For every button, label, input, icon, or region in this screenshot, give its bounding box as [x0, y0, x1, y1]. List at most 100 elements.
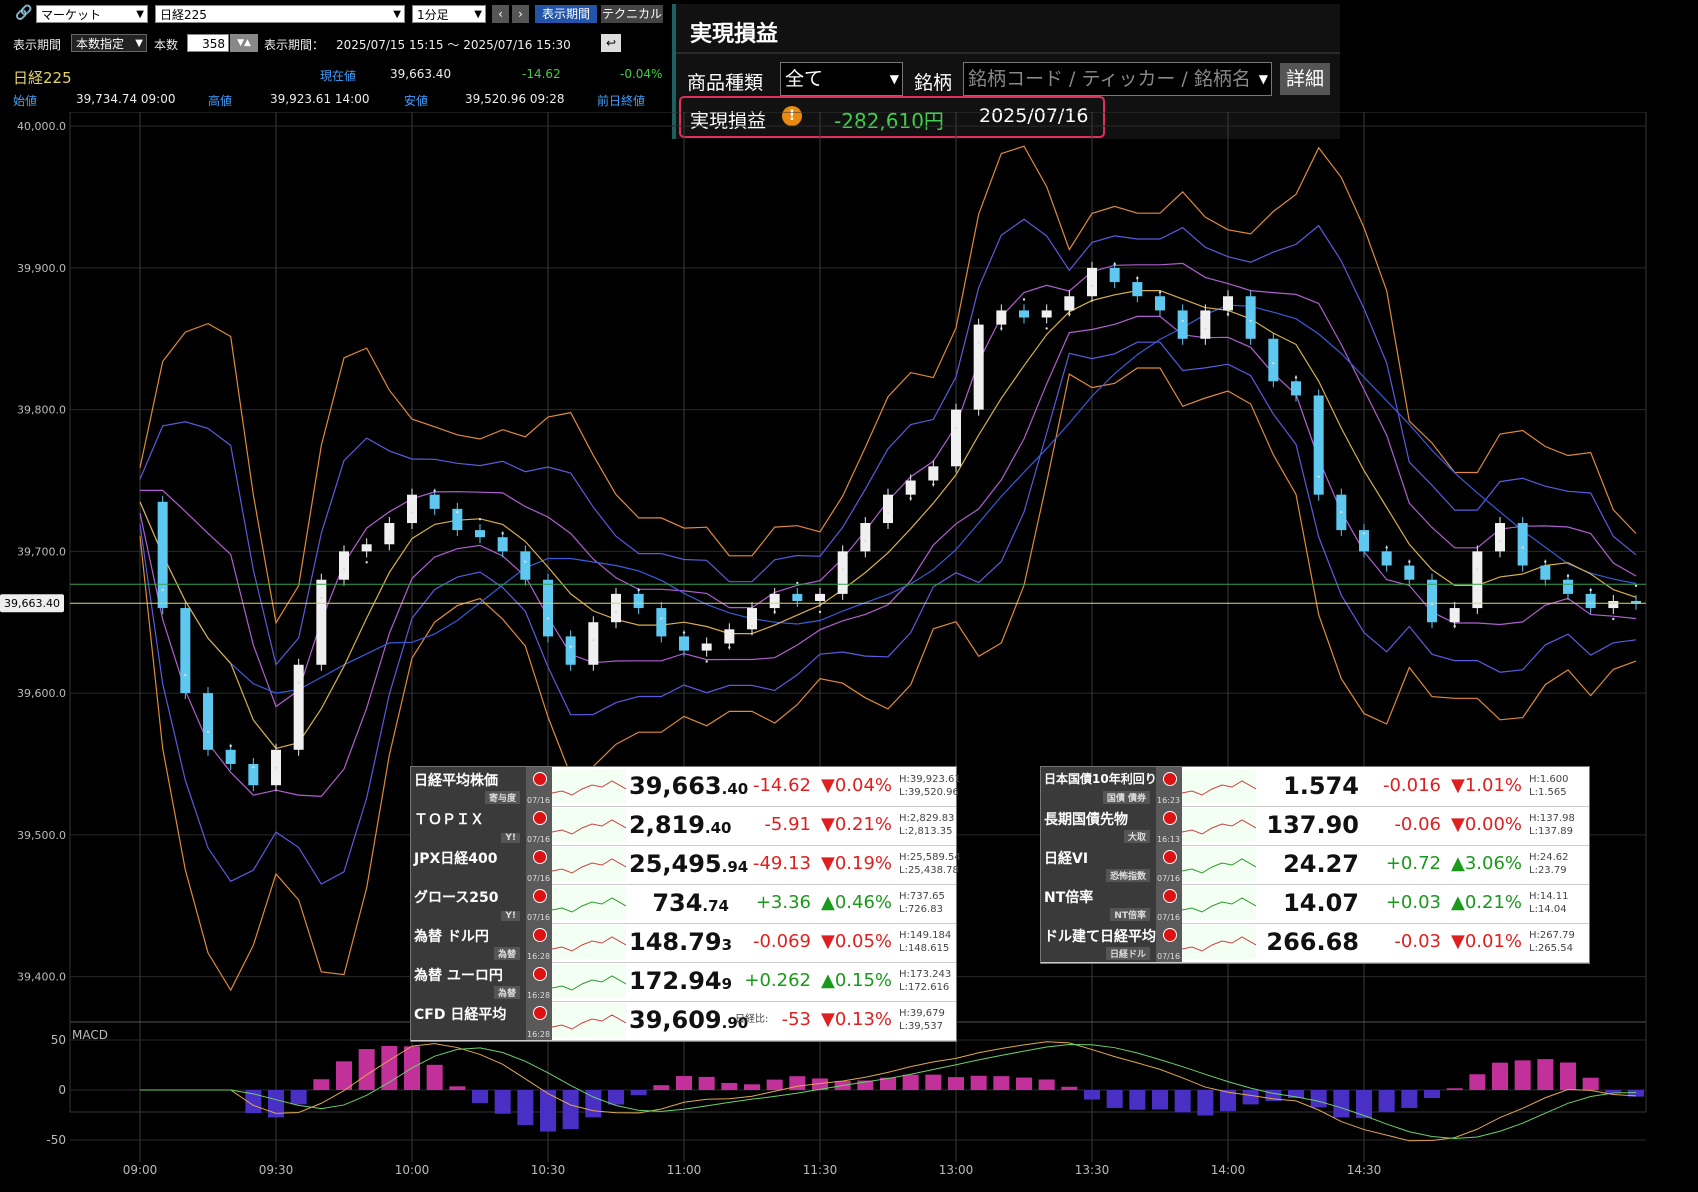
candle-body [588, 622, 599, 665]
candle-body [1155, 296, 1165, 311]
parabolic-sar-dot [410, 511, 414, 514]
parabolic-sar-dot [977, 341, 980, 344]
next-button[interactable]: › [512, 5, 529, 23]
macd-histogram-bar [676, 1076, 692, 1090]
current-price-label: 39,663.40 [4, 597, 60, 610]
price-chart[interactable]: 40,000.0 39,900.0 39,800.0 39,700.0 39,600.0… [0, 112, 1698, 1192]
x-tick-label: 13:00 [939, 1163, 974, 1177]
count-input[interactable]: 358 [187, 34, 229, 52]
market-high-low: H:173.243 L:172.616 [899, 968, 951, 994]
market-price: 2,819.40 [629, 811, 732, 839]
market-select[interactable]: マーケット ▼ [36, 5, 148, 23]
candle-body [1177, 310, 1188, 339]
market-sub-label: 国債 債券 [1102, 791, 1150, 804]
candle-body [384, 523, 395, 545]
market-price: 1.574 [1283, 772, 1359, 800]
market-change: -49.13 [752, 853, 811, 874]
market-row[interactable]: ドル建て日経平均 日経ドル 07/16 266.68 -0.03 ▼0.01% H:267.… [1041, 923, 1589, 963]
period-mode-select[interactable]: 本数指定 ▼ [71, 34, 147, 52]
market-row[interactable]: JPX日経400 07/16 25,495.94 -49.13 ▼0.19% H:25,5… [411, 845, 961, 885]
market-date: 07/16 [1157, 952, 1181, 961]
parabolic-sar-dot [252, 766, 255, 769]
period-button[interactable]: 表示期間 [535, 5, 597, 23]
market-table-left: 日経平均株価 寄与度 07/16 39,663.40 -14.62 ▼0.04% H:39,… [410, 766, 961, 1042]
market-price-decimal: 9 [721, 975, 733, 993]
parabolic-sar-dot [1385, 546, 1388, 549]
parabolic-sar-dot [1294, 376, 1298, 379]
macd-tick-label: 0 [58, 1083, 66, 1097]
parabolic-sar-dot [1408, 560, 1411, 563]
product-select[interactable]: 全て ▼ [780, 62, 903, 96]
market-change: -0.016 [1382, 775, 1441, 796]
market-high: H:1.600 [1529, 774, 1569, 785]
macd-label: MACD [72, 1028, 108, 1042]
macd-histogram-bar [1446, 1088, 1463, 1090]
macd-histogram-bar [902, 1074, 919, 1090]
count-stepper[interactable]: ▼▲ [230, 34, 258, 52]
parabolic-sar-dot [1340, 510, 1343, 514]
market-date: 07/16 [1157, 913, 1181, 922]
market-change: -0.069 [752, 931, 811, 952]
detail-button[interactable]: 詳細 [1280, 63, 1330, 95]
chevron-down-icon: ▼ [1258, 72, 1268, 86]
prev-button[interactable]: ‹ [492, 5, 509, 23]
market-name: 長期国債先物 大取 [1041, 806, 1156, 845]
symbol-search-input[interactable]: 銘柄コード / ティッカー / 銘柄名 ▼ [963, 62, 1272, 96]
link-icon[interactable]: 🔗 [15, 5, 33, 21]
market-change-pct: ▲0.21% [1451, 892, 1523, 913]
flag-icon: 16:28 [526, 923, 552, 962]
chevron-down-icon: ▼ [135, 38, 143, 49]
market-row[interactable]: 為替 ユーロ円 為替 16:28 172.949 +0.262 ▲0.15% H:173.2… [411, 962, 956, 1002]
market-low: L:39,520.96 [899, 787, 959, 798]
market-change-pct: ▼0.05% [821, 931, 893, 952]
macd-histogram-bar [358, 1049, 375, 1090]
market-sub-label: NT倍率 [1110, 908, 1150, 921]
market-row[interactable]: 為替 ドル円 為替 16:28 148.793 -0.069 ▼0.05% H:149.18… [411, 923, 956, 963]
market-row[interactable]: 日本国債10年利回り 国債 債券 16:23 1.574 -0.016 ▼1.01% H:1… [1041, 767, 1589, 807]
macd-histogram-bar [948, 1077, 964, 1090]
x-tick-label: 09:00 [123, 1163, 158, 1177]
macd-histogram-bar [494, 1090, 511, 1114]
symbol-select[interactable]: 日経225 ▼ [155, 5, 405, 23]
market-row[interactable]: CFD 日経平均 16:28 39,609.90 日経比: -53 ▼0.13% H:39,… [411, 1001, 956, 1041]
sparkline [551, 769, 627, 803]
symbol-label: 銘柄 [914, 72, 953, 94]
pnl-panel: 実現損益 商品種類 全て ▼ 銘柄 銘柄コード / ティッカー / 銘柄名 ▼ 詳細… [672, 4, 1340, 139]
market-row[interactable]: 日経VI 恐怖指数 07/16 24.27 +0.72 ▲3.06% H:24.62 L:23… [1041, 845, 1589, 885]
flag-icon: 07/16 [526, 767, 552, 806]
macd-histogram-bar [1152, 1090, 1168, 1110]
parabolic-sar-dot [1272, 362, 1275, 365]
market-row[interactable]: 長期国債先物 大取 16:13 137.90 -0.06 ▼0.00% H:137.98 L:… [1041, 806, 1589, 846]
flag-icon: 16:13 [1156, 806, 1182, 845]
market-sub-label: 恐怖指数 [1105, 869, 1150, 882]
technical-button[interactable]: テクニカル [601, 5, 663, 23]
market-date: 16:28 [527, 1030, 551, 1039]
market-row[interactable]: 日経平均株価 寄与度 07/16 39,663.40 -14.62 ▼0.04% H:39,… [411, 767, 961, 807]
market-sub-label: 為替 [493, 947, 520, 960]
reset-range-button[interactable]: ↩ [601, 34, 621, 52]
market-row[interactable]: ＴＯＰＩＸ Y! 07/16 2,819.40 -5.91 ▼0.21% H:2,829.8… [411, 806, 956, 846]
x-tick-label: 14:00 [1211, 1163, 1246, 1177]
chevron-down-icon: ▼ [136, 9, 144, 20]
market-row[interactable]: NT倍率 NT倍率 07/16 14.07 +0.03 ▲0.21% H:14.11 L:14… [1041, 884, 1589, 924]
candle-body [679, 636, 689, 651]
parabolic-sar-dot [1068, 313, 1071, 316]
interval-select[interactable]: 1分足 ▼ [412, 5, 486, 23]
macd-histogram-bar [1197, 1090, 1214, 1116]
market-row[interactable]: グロース250 Y! 07/16 734.74 +3.36 ▲0.46% H:737.65 L… [411, 884, 956, 924]
candle-body [1427, 579, 1437, 623]
macd-histogram-bar [426, 1064, 443, 1090]
band-upper [140, 262, 1637, 708]
market-low: L:25,438.78 [899, 865, 959, 876]
chevron-down-icon: ▼ [393, 9, 401, 20]
market-high: H:267.79 [1529, 930, 1575, 941]
macd-histogram-bar [472, 1090, 488, 1104]
market-high: H:149.184 [899, 930, 952, 941]
market-change: -53 [781, 1009, 811, 1030]
parabolic-sar-dot [1589, 588, 1592, 592]
low-value: 39,520.96 09:28 [465, 92, 565, 106]
parabolic-sar-dot [932, 483, 935, 486]
parabolic-sar-dot [478, 517, 482, 521]
parabolic-sar-dot [909, 497, 912, 500]
macd-histogram-bar [1356, 1090, 1372, 1119]
